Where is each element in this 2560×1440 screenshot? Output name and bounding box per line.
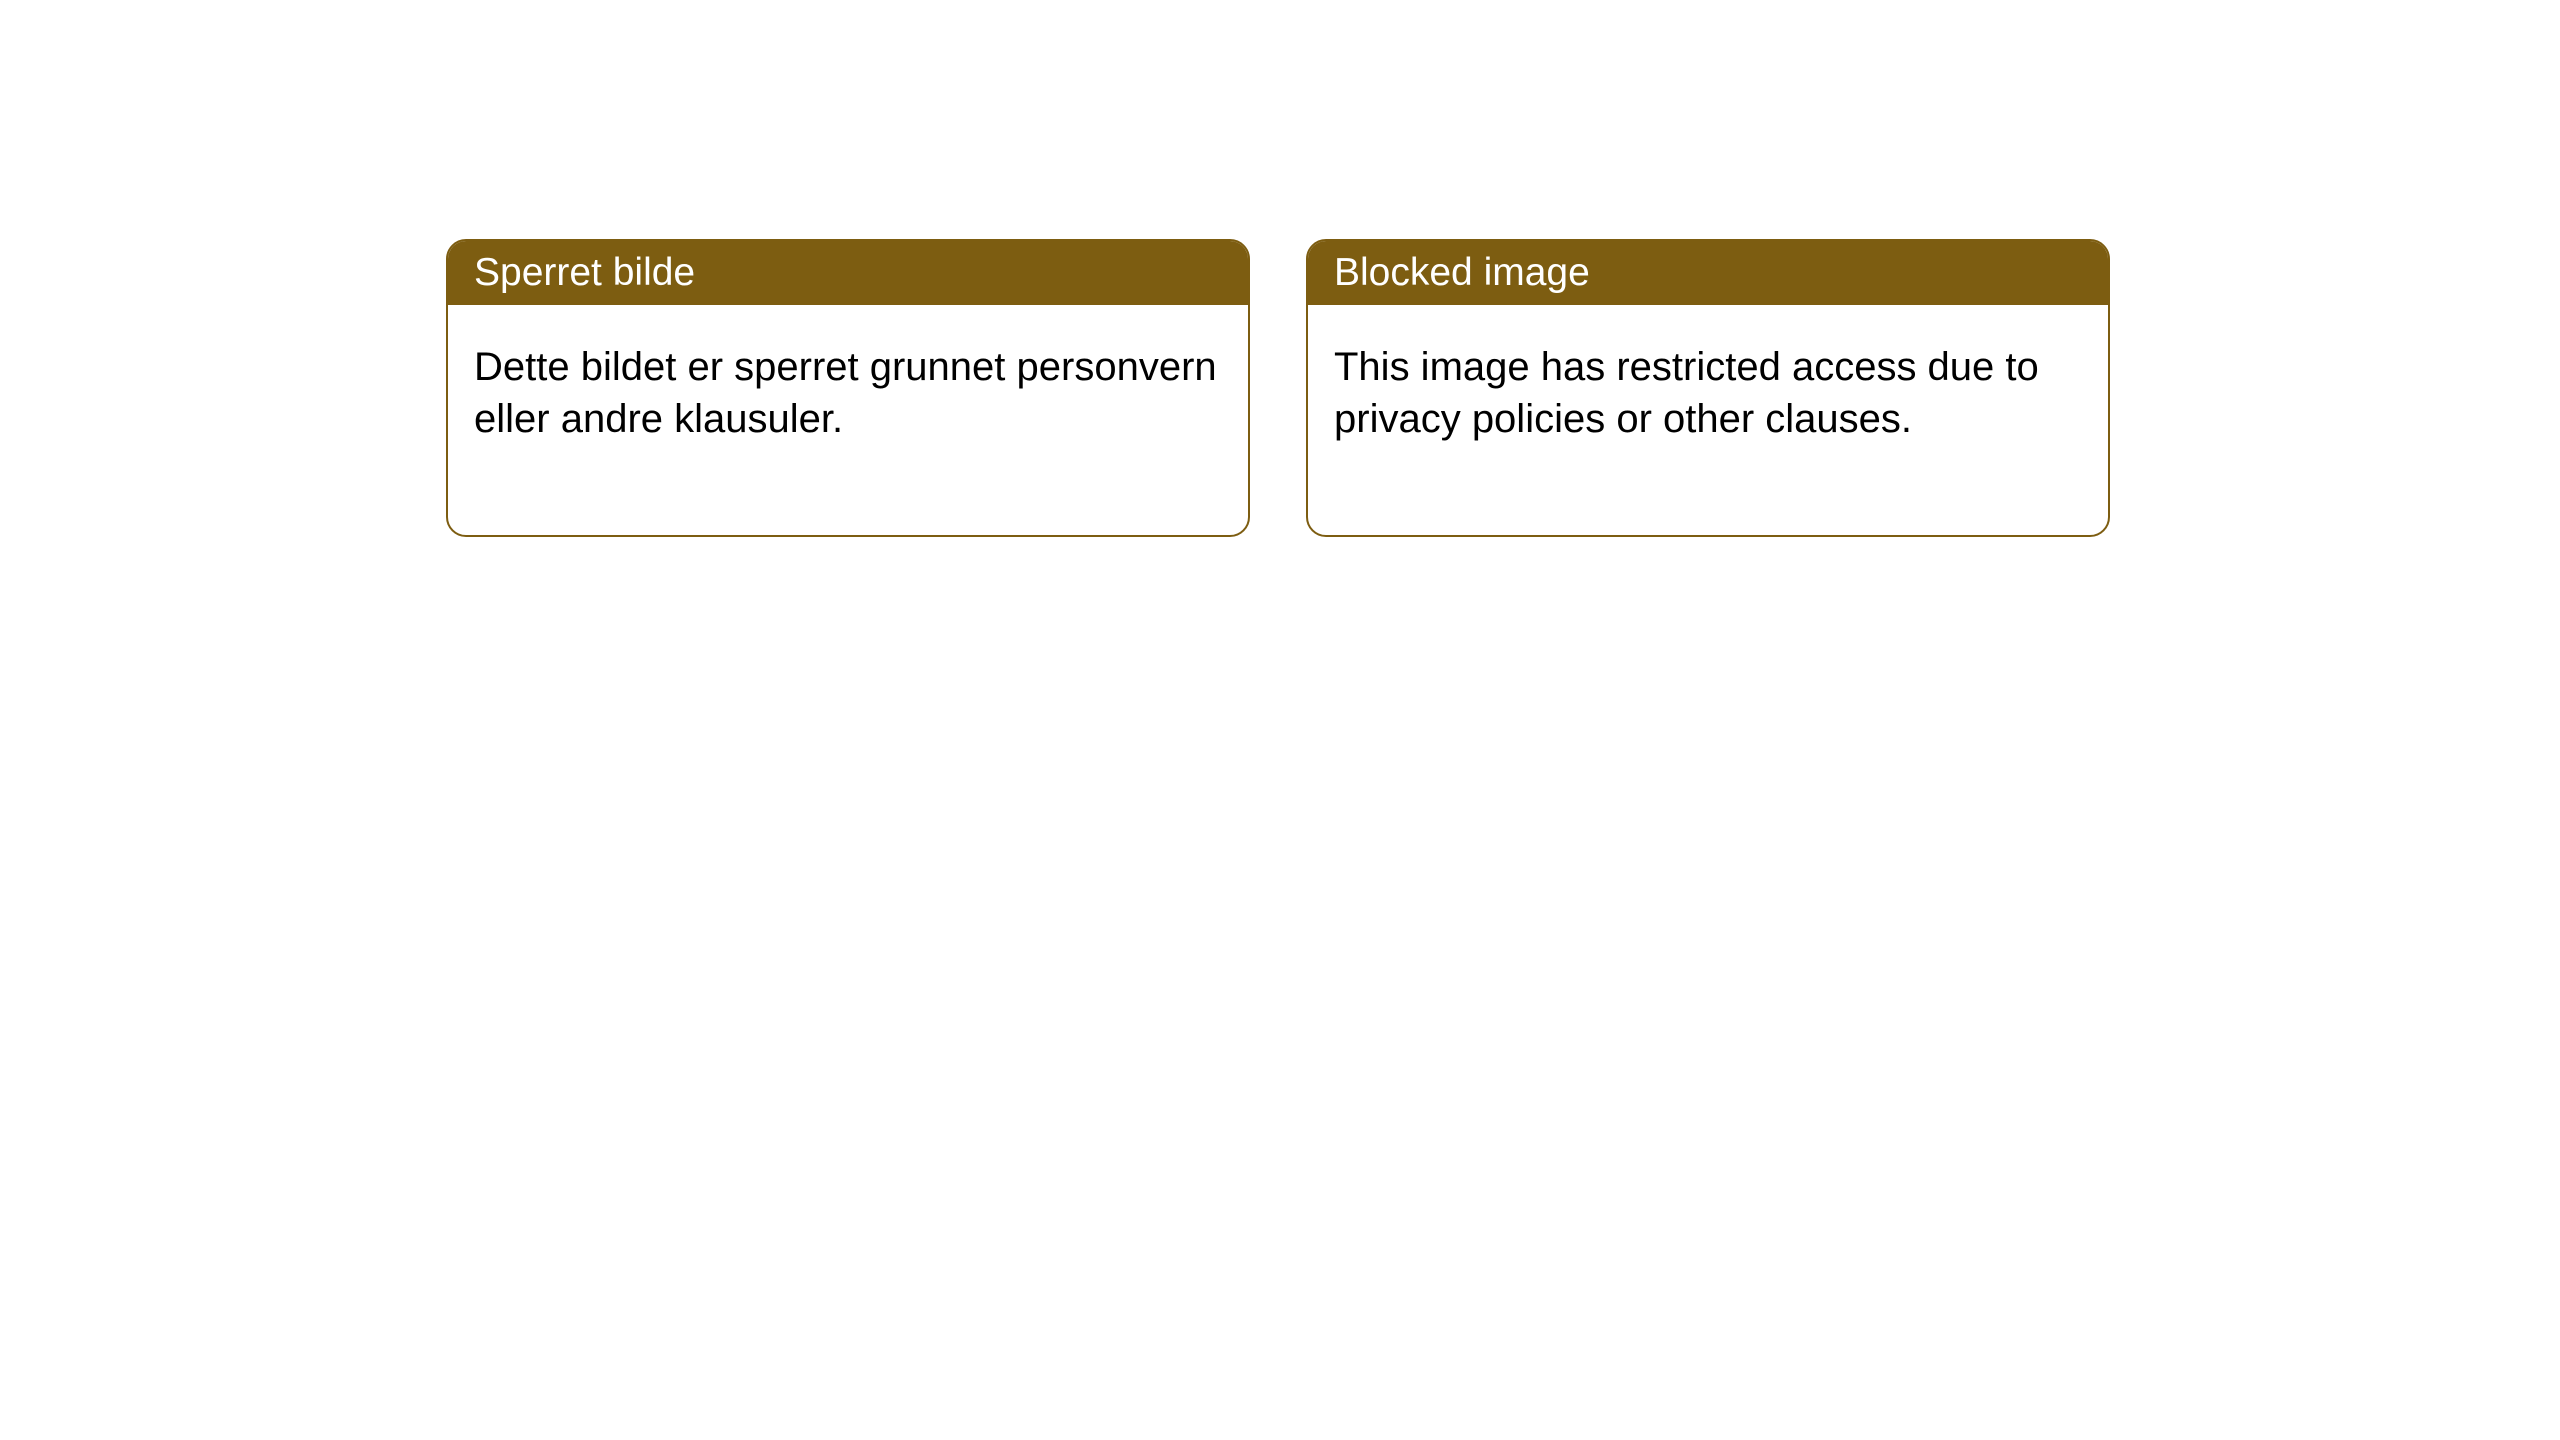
card-body: Dette bildet er sperret grunnet personve…: [448, 305, 1248, 535]
notice-cards-container: Sperret bilde Dette bildet er sperret gr…: [446, 239, 2110, 537]
notice-card-norwegian: Sperret bilde Dette bildet er sperret gr…: [446, 239, 1250, 537]
card-header: Blocked image: [1308, 241, 2108, 305]
card-title: Sperret bilde: [474, 251, 695, 294]
card-body-text: This image has restricted access due to …: [1334, 345, 2039, 441]
card-body-text: Dette bildet er sperret grunnet personve…: [474, 345, 1217, 441]
card-title: Blocked image: [1334, 251, 1590, 294]
card-header: Sperret bilde: [448, 241, 1248, 305]
notice-card-english: Blocked image This image has restricted …: [1306, 239, 2110, 537]
card-body: This image has restricted access due to …: [1308, 305, 2108, 535]
